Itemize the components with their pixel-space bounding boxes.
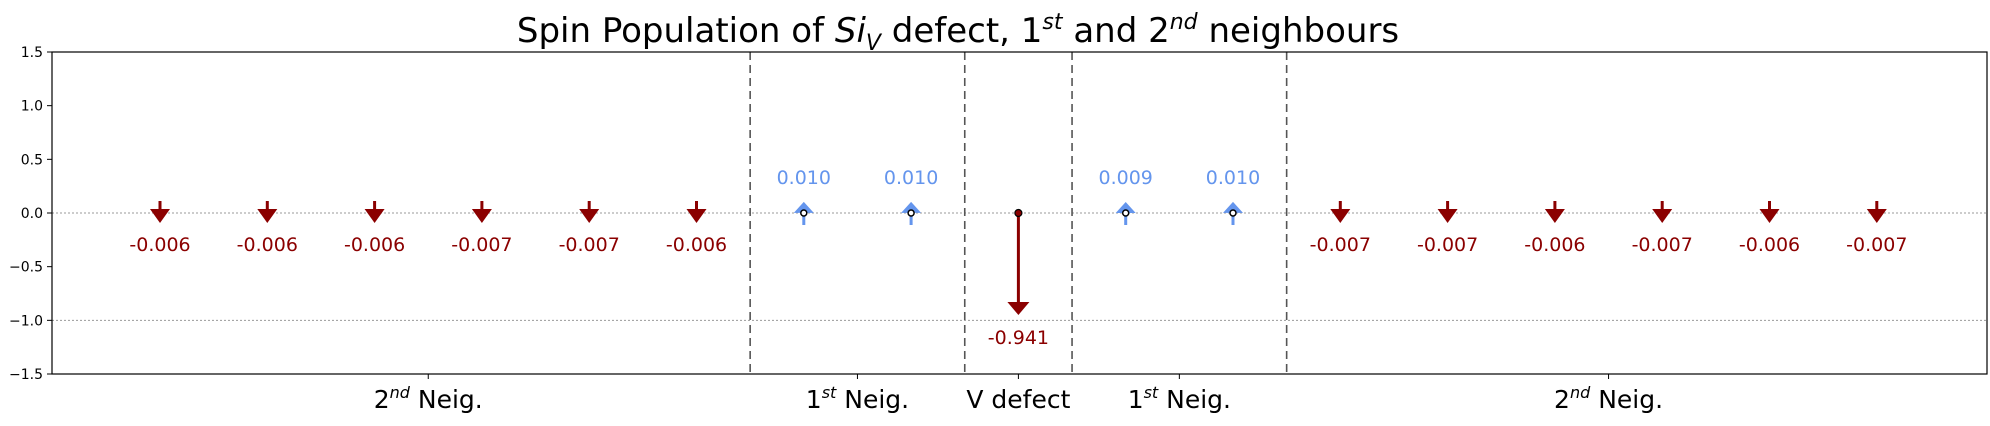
arrow-head-9 (1115, 202, 1136, 214)
y-tick-label-4: −0.5 (9, 260, 43, 276)
value-label-11: -0.007 (1310, 234, 1371, 256)
plot-frame (51, 51, 1988, 375)
y-tick-label-2: 0.5 (21, 152, 43, 168)
group-separators (749, 52, 1288, 374)
value-label-10: 0.010 (1206, 167, 1260, 189)
spin-arrow-13: -0.006 (1524, 201, 1586, 256)
x-axis-groups: 2nd Neig. 1st Neig. V defect 1st Neig. 2nd N… (374, 374, 1663, 414)
value-label-1: -0.006 (237, 234, 298, 256)
arrow-head-11 (1330, 209, 1351, 223)
value-label-4: -0.007 (559, 234, 620, 256)
arrow-head-12 (1437, 209, 1458, 223)
value-label-14: -0.007 (1632, 234, 1693, 256)
arrow-head-7 (901, 201, 922, 213)
value-label-7: 0.010 (884, 167, 938, 189)
value-label-2: -0.006 (344, 234, 405, 256)
arrow-head-0 (150, 209, 170, 223)
y-tick-label-0: 1.5 (21, 45, 43, 61)
spin-arrow-16: -0.007 (1846, 201, 1907, 256)
value-label-15: -0.006 (1739, 234, 1800, 256)
arrow-head-14 (1652, 209, 1673, 223)
value-label-9: 0.009 (1098, 167, 1152, 189)
group-label-1: 1st Neig. (806, 383, 909, 414)
spin-arrow-10: 0.010 (1206, 167, 1260, 225)
origin-dot-10 (1229, 209, 1237, 217)
spin-arrow-5: -0.006 (666, 201, 727, 256)
spin-arrow-0: -0.006 (129, 201, 191, 256)
arrow-head-1 (257, 209, 278, 223)
value-label-12: -0.007 (1417, 234, 1478, 256)
group-label-4: 2nd Neig. (1554, 383, 1663, 414)
arrow-head-16 (1866, 209, 1887, 223)
arrow-head-4 (579, 209, 600, 223)
spin-arrow-15: -0.006 (1739, 201, 1800, 256)
spin-arrow-11: -0.007 (1310, 201, 1371, 256)
y-tick-label-5: −1.0 (9, 313, 43, 329)
chart-title: Spin Population of SiV defect, 1st and 2… (517, 10, 1399, 56)
arrow-head-13 (1544, 209, 1565, 223)
origin-dot-9 (1121, 209, 1130, 217)
arrow-head-3 (471, 209, 492, 223)
group-label-2: V defect (966, 385, 1070, 414)
value-label-0: -0.006 (129, 234, 190, 256)
spin-arrow-6: 0.010 (777, 167, 831, 225)
arrow-head-15 (1759, 209, 1780, 223)
arrow-head-8 (1007, 302, 1030, 316)
group-label-0: 2nd Neig. (374, 383, 483, 414)
spin-arrow-14: -0.007 (1632, 201, 1693, 256)
value-label-5: -0.006 (666, 234, 727, 256)
spin-arrow-7: 0.010 (884, 167, 938, 225)
arrow-head-6 (793, 201, 814, 213)
spin-arrow-2: -0.006 (344, 201, 405, 256)
value-label-13: -0.006 (1524, 234, 1585, 256)
spin-arrow-1: -0.006 (237, 201, 298, 256)
y-axis: 1.5 1.0 0.5 0.0 −0.5 −1.0 −1.5 (9, 45, 52, 383)
origin-dot-6 (800, 209, 808, 217)
data-marks: -0.006 -0.006 -0.006 -0.007 -0.007 -0.006 0.01… (129, 167, 1907, 349)
value-label-8: -0.941 (988, 327, 1049, 349)
origin-dot-7 (907, 209, 915, 217)
group-label-3: 1st Neig. (1128, 383, 1231, 414)
spin-arrow-3: -0.007 (451, 201, 513, 256)
y-tick-label-6: −1.5 (9, 367, 43, 383)
arrow-head-2 (364, 209, 385, 223)
spin-arrow-12: -0.007 (1417, 201, 1478, 256)
arrow-head-5 (686, 209, 707, 223)
arrow-head-10 (1223, 201, 1243, 213)
spin-arrow-8: -0.941 (988, 208, 1049, 349)
y-tick-label-1: 1.0 (21, 99, 43, 115)
y-tick-label-3: 0.0 (21, 206, 43, 222)
value-label-6: 0.010 (777, 167, 831, 189)
value-label-3: -0.007 (451, 234, 512, 256)
spin-arrow-4: -0.007 (559, 201, 620, 256)
spin-arrow-9: 0.009 (1098, 167, 1153, 225)
value-label-16: -0.007 (1846, 234, 1907, 256)
origin-dot-8 (1014, 208, 1023, 218)
